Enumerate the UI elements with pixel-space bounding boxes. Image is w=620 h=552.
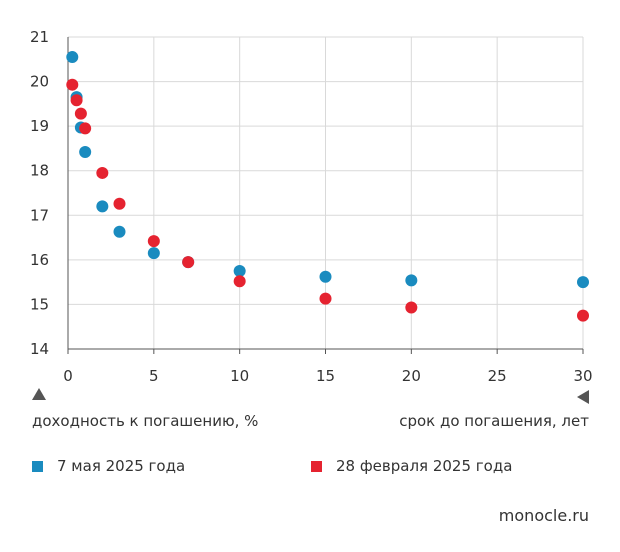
y-axis-arrow-icon: [32, 388, 46, 400]
legend-label-may: 7 мая 2025 года: [57, 457, 186, 475]
legend-swatch-february: [311, 460, 322, 472]
x-tick-label: 25: [488, 367, 507, 385]
data-point-may: [96, 200, 109, 213]
y-tick-label: 15: [30, 295, 49, 313]
data-point-may: [66, 51, 79, 64]
data-point-may: [147, 247, 160, 260]
y-tick-label: 19: [30, 117, 49, 135]
data-point-may: [319, 270, 332, 283]
y-tick-label: 18: [30, 162, 49, 180]
y-tick-label: 21: [30, 28, 49, 46]
data-point-february: [74, 107, 87, 120]
scatter-chart: 14 15 16 17 18 19 20 21 0 5 10 15 20 25 30: [30, 28, 593, 404]
data-point-february: [577, 309, 589, 322]
x-axis-label: срок до погашения, лет: [399, 412, 589, 430]
tick-labels: 14 15 16 17 18 19 20 21 0 5 10 15 20 25 30: [30, 28, 593, 385]
legend-swatch-may: [32, 460, 43, 472]
data-point-february: [147, 235, 160, 248]
data-point-february: [79, 122, 92, 135]
grid: [67, 36, 584, 354]
data-point-february: [96, 166, 109, 179]
data-point-may: [79, 145, 92, 158]
data-points: [66, 51, 589, 322]
x-axis-arrow-icon: [577, 390, 589, 404]
x-tick-label: 20: [402, 367, 421, 385]
data-point-february: [319, 292, 332, 305]
data-point-february: [113, 197, 126, 210]
data-point-february: [70, 94, 83, 107]
data-point-february: [405, 301, 418, 314]
x-tick-label: 30: [573, 367, 592, 385]
legend-label-february: 28 февраля 2025 года: [336, 457, 513, 475]
y-tick-label: 16: [30, 251, 49, 269]
y-tick-label: 17: [30, 206, 49, 224]
data-point-february: [182, 256, 195, 269]
y-tick-label: 14: [30, 340, 49, 358]
data-point-may: [577, 276, 589, 289]
x-tick-label: 15: [316, 367, 335, 385]
data-point-may: [405, 274, 418, 287]
x-tick-label: 0: [63, 367, 73, 385]
source-label: monocle.ru: [498, 506, 589, 525]
y-tick-label: 20: [30, 73, 49, 91]
data-point-may: [233, 265, 246, 277]
x-tick-label: 5: [149, 367, 159, 385]
legend-item-february: 28 февраля 2025 года: [311, 457, 512, 475]
x-tick-label: 10: [230, 367, 249, 385]
legend-item-may: 7 мая 2025 года: [32, 457, 185, 475]
data-point-february: [66, 78, 79, 91]
data-point-may: [113, 225, 126, 238]
data-point-february: [233, 275, 246, 288]
y-axis-label: доходность к погашению, %: [32, 412, 259, 430]
